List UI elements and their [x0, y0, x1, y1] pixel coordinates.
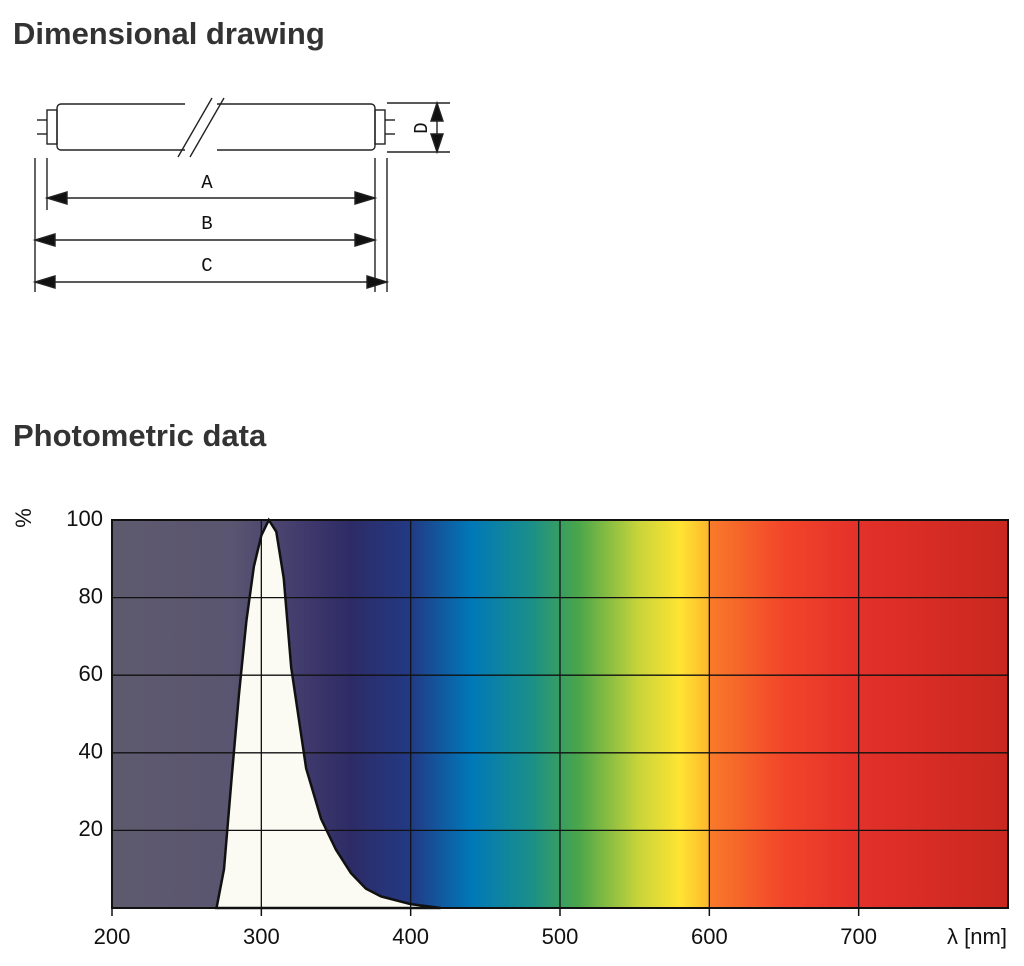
y-tick-label: 80	[79, 583, 103, 608]
section-title: Dimensional drawing	[13, 16, 325, 51]
x-tick-label: 300	[243, 924, 280, 949]
y-axis-label: %	[11, 508, 36, 528]
y-tick-label: 40	[79, 739, 103, 764]
y-tick-label: 100	[66, 506, 103, 531]
dimension-label: A	[201, 172, 213, 194]
x-axis-label: λ [nm]	[947, 924, 1007, 949]
dimensional-drawing	[32, 97, 450, 292]
y-tick-label: 20	[79, 816, 103, 841]
dimension-label: C	[201, 255, 212, 277]
dimension-label: B	[201, 213, 212, 235]
x-tick-label: 600	[691, 924, 728, 949]
chart: 20 40 60 80 100 200 300 400 500 600 700 λ [nm]%	[11, 506, 1009, 949]
section-title: Photometric data	[13, 418, 267, 453]
x-tick-label: 400	[392, 924, 429, 949]
x-tick-label: 700	[840, 924, 877, 949]
plot-frame	[111, 519, 1009, 909]
x-tick-label: 500	[542, 924, 579, 949]
y-tick-label: 60	[79, 661, 103, 686]
dimension-label: D	[411, 122, 433, 133]
area	[215, 517, 441, 910]
x-tick-label: 200	[94, 924, 131, 949]
